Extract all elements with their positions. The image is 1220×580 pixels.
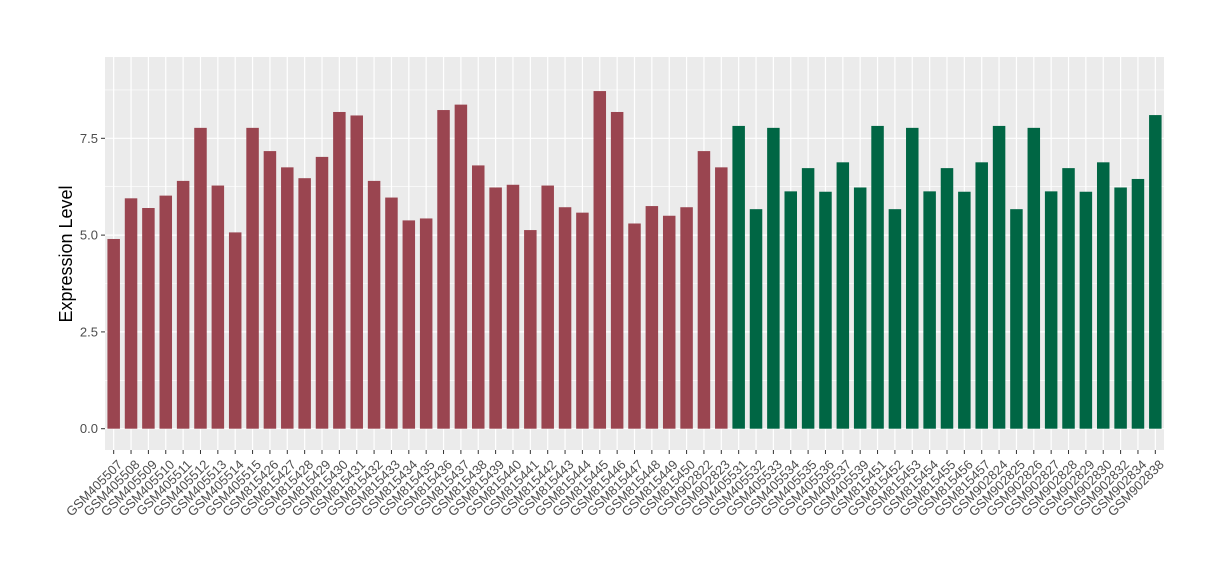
bars — [107, 91, 1162, 429]
bar-GSM815449 — [662, 215, 676, 429]
bar-GSM405515 — [246, 127, 259, 429]
bar-GSM405533 — [767, 127, 780, 429]
bar-GSM815427 — [281, 167, 294, 429]
bar-GSM815442 — [541, 185, 554, 429]
bar-GSM902834 — [1131, 178, 1145, 429]
y-tick-label: 0.0 — [80, 421, 98, 436]
bar-GSM902824 — [992, 125, 1006, 429]
bar-GSM815448 — [645, 206, 659, 429]
bar-GSM815451 — [871, 125, 884, 429]
y-tick-label: 5.0 — [80, 228, 98, 243]
bar-GSM815456 — [958, 191, 971, 429]
bar-GSM902832 — [1114, 187, 1127, 429]
bar-GSM902838 — [1149, 115, 1162, 429]
bar-GSM902825 — [1010, 209, 1023, 429]
bar-GSM902826 — [1027, 127, 1041, 429]
bar-GSM815450 — [680, 207, 693, 429]
bar-GSM902822 — [697, 151, 711, 429]
bar-GSM815443 — [558, 207, 572, 429]
bar-GSM902829 — [1079, 191, 1093, 429]
bar-GSM405511 — [176, 180, 190, 429]
bar-GSM815441 — [524, 230, 537, 429]
bar-GSM405531 — [732, 125, 745, 429]
bar-GSM815444 — [576, 212, 589, 429]
bar-GSM902828 — [1062, 168, 1075, 429]
bar-GSM405536 — [819, 191, 832, 429]
bar-GSM815432 — [367, 180, 381, 429]
bar-GSM902830 — [1096, 162, 1110, 429]
bar-GSM405537 — [836, 162, 850, 429]
bar-GSM815453 — [906, 127, 919, 429]
bar-GSM815428 — [298, 178, 311, 429]
bar-GSM815440 — [506, 184, 520, 429]
bar-GSM405532 — [749, 209, 763, 429]
bar-GSM405535 — [801, 168, 815, 429]
y-tick-label: 7.5 — [80, 131, 98, 146]
bar-GSM405539 — [853, 187, 867, 429]
bar-GSM815437 — [454, 104, 468, 429]
bar-GSM815446 — [610, 111, 624, 429]
bar-GSM815435 — [419, 218, 433, 429]
bar-GSM405508 — [124, 198, 138, 429]
bar-GSM815438 — [472, 165, 485, 429]
bar-GSM815434 — [402, 220, 416, 429]
bar-GSM405512 — [194, 127, 207, 429]
x-axis: GSM405507GSM405508GSM405509GSM405510GSM4… — [63, 450, 1167, 519]
bar-GSM815445 — [593, 91, 607, 429]
bar-GSM815433 — [385, 197, 398, 429]
bar-GSM815447 — [628, 223, 641, 429]
bar-GSM815455 — [940, 168, 954, 429]
bar-GSM815439 — [489, 187, 502, 429]
bar-GSM405513 — [211, 185, 225, 429]
bar-GSM815431 — [350, 115, 363, 429]
y-axis: 0.0 2.5 5.0 7.5 — [80, 131, 105, 436]
bar-GSM815454 — [923, 191, 936, 429]
y-axis-title: Expression Level — [56, 185, 76, 322]
bar-GSM902827 — [1044, 191, 1058, 429]
bar-GSM405509 — [142, 208, 155, 429]
bar-GSM815426 — [263, 151, 277, 429]
bar-GSM815436 — [437, 110, 450, 429]
bar-GSM815452 — [888, 209, 902, 429]
bar-GSM405507 — [107, 238, 120, 429]
bar-GSM815430 — [333, 111, 346, 429]
bar-GSM405510 — [159, 195, 173, 429]
bar-GSM902823 — [715, 167, 728, 429]
y-tick-label: 2.5 — [80, 324, 98, 339]
bar-GSM405514 — [228, 232, 242, 429]
bar-GSM405534 — [784, 191, 797, 429]
bar-GSM815429 — [315, 156, 329, 429]
bar-GSM815457 — [975, 162, 988, 429]
